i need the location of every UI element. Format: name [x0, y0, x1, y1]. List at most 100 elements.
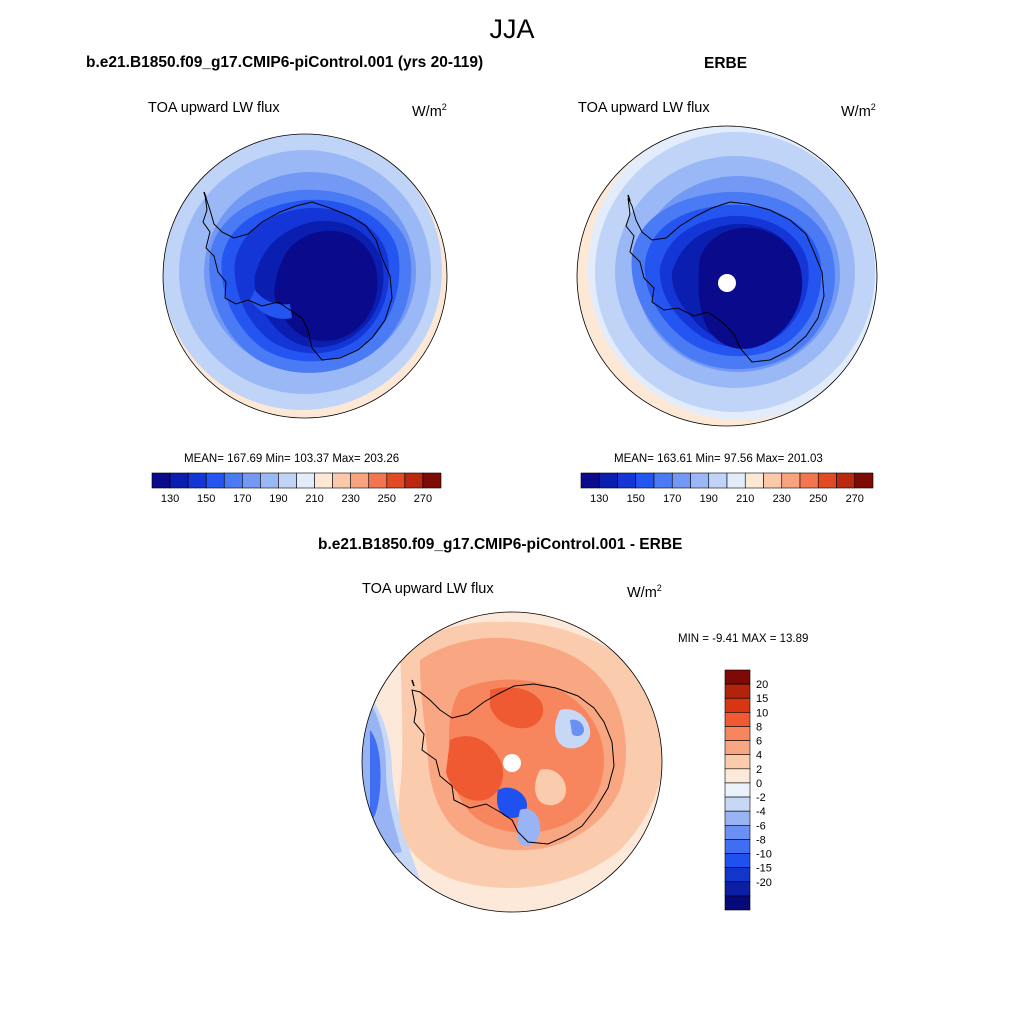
colorbar-swatch — [799, 472, 819, 489]
colorbar-swatch — [671, 472, 691, 489]
colorbar-tick-label: 20 — [756, 679, 768, 691]
colorbar-swatch — [332, 472, 351, 489]
colorbar-tick-label: 150 — [197, 493, 215, 505]
colorbar-swatch — [724, 683, 751, 699]
colorbar-swatch — [598, 472, 618, 489]
colorbar-swatch — [368, 472, 388, 489]
panel-1-map — [163, 134, 447, 418]
colorbar-swatch — [724, 867, 751, 883]
panel-2-stats: MEAN= 163.61 Min= 97.56 Max= 201.03 — [614, 453, 823, 465]
colorbar-swatch — [854, 472, 874, 489]
colorbar-swatch — [278, 472, 297, 489]
colorbar-tick-label: 8 — [756, 721, 762, 733]
colorbar-tick-label: 170 — [233, 493, 251, 505]
colorbar-tick-label: -2 — [756, 792, 766, 804]
colorbar-swatch — [169, 472, 189, 489]
panel-2-map — [577, 126, 877, 426]
panel-1-variable: TOA upward LW flux — [148, 100, 280, 116]
colorbar-tick-label: 170 — [663, 493, 681, 505]
colorbar-tick-label: 250 — [378, 493, 396, 505]
colorbar-swatch — [653, 472, 673, 489]
panel-2-colorbar: 130 150 170 190 210 230 250 270 — [580, 472, 874, 505]
panel-3-title: b.e21.B1850.f09_g17.CMIP6-piControl.001 … — [318, 536, 683, 553]
panel-1-stats: MEAN= 167.69 Min= 103.37 Max= 203.26 — [184, 453, 400, 465]
colorbar-swatch — [386, 472, 406, 489]
panel-3-map — [362, 612, 662, 912]
colorbar-tick-label: 130 — [161, 493, 179, 505]
colorbar-tick-label: 15 — [756, 693, 768, 705]
colorbar-tick-label: -6 — [756, 820, 766, 832]
colorbar-swatch — [726, 472, 746, 489]
panel-1-colorbar: 130 150 170 190 210 230 250 270 — [151, 472, 442, 505]
colorbar-tick-label: -4 — [756, 806, 766, 818]
colorbar-swatch — [724, 768, 751, 784]
colorbar-swatch — [724, 754, 751, 770]
colorbar-tick-label: 230 — [773, 493, 791, 505]
panel-1-title: b.e21.B1850.f09_g17.CMIP6-piControl.001 … — [86, 54, 484, 71]
panel-2-variable: TOA upward LW flux — [578, 100, 710, 116]
colorbar-swatch — [205, 472, 225, 489]
colorbar-swatch — [404, 472, 424, 489]
colorbar-tick-label: 190 — [700, 493, 718, 505]
colorbar-swatch — [260, 472, 279, 489]
colorbar-swatch — [724, 712, 751, 727]
colorbar-swatch — [724, 839, 751, 854]
colorbar-swatch — [296, 472, 315, 489]
panel-3-map-border — [361, 611, 663, 913]
colorbar-swatch — [422, 472, 442, 489]
colorbar-tick-label: 150 — [627, 493, 645, 505]
colorbar-tick-label: 270 — [414, 493, 432, 505]
colorbar-tick-label: 230 — [342, 493, 360, 505]
panel-2-unit: W/m2 — [841, 102, 876, 120]
colorbar-swatch — [744, 472, 764, 489]
colorbar-swatch — [314, 472, 333, 489]
colorbar-swatch — [635, 472, 655, 489]
panel-2-title: ERBE — [704, 55, 748, 72]
colorbar-swatch — [724, 810, 751, 826]
figure-title: JJA — [489, 14, 535, 44]
colorbar-swatch — [724, 881, 751, 897]
colorbar-swatch — [817, 472, 837, 489]
colorbar-tick-label: 190 — [269, 493, 287, 505]
panel-3-variable: TOA upward LW flux — [362, 581, 494, 597]
colorbar-swatch — [836, 472, 856, 489]
colorbar-tick-label: 250 — [809, 493, 827, 505]
panel-1-map-border — [162, 133, 448, 419]
colorbar-swatch — [724, 740, 751, 756]
colorbar-swatch — [724, 782, 751, 798]
colorbar-tick-label: 2 — [756, 764, 762, 776]
panel-2-map-border — [576, 125, 878, 427]
colorbar-swatch — [242, 472, 261, 489]
colorbar-swatch — [690, 472, 710, 489]
colorbar-swatch — [350, 472, 370, 489]
colorbar-swatch — [724, 895, 751, 911]
colorbar-swatch — [708, 472, 728, 489]
colorbar-tick-label: 0 — [756, 778, 762, 790]
colorbar-swatch — [223, 472, 243, 489]
colorbar-tick-label: 210 — [736, 493, 754, 505]
colorbar-tick-label: -8 — [756, 834, 766, 846]
colorbar-swatch — [151, 472, 171, 489]
colorbar-swatch — [580, 472, 600, 489]
colorbar-tick-label: -20 — [756, 877, 772, 889]
colorbar-swatch — [763, 472, 783, 489]
colorbar-swatch — [724, 824, 751, 840]
colorbar-tick-label: 270 — [846, 493, 864, 505]
colorbar-swatch — [781, 472, 801, 489]
colorbar-swatch — [724, 853, 751, 868]
colorbar-tick-label: 130 — [590, 493, 608, 505]
colorbar-swatch — [724, 726, 751, 741]
colorbar-swatch — [724, 697, 751, 713]
colorbar-swatch — [724, 796, 751, 812]
colorbar-tick-label: -10 — [756, 849, 772, 861]
colorbar-tick-label: 10 — [756, 707, 768, 719]
colorbar-tick-label: 210 — [305, 493, 323, 505]
colorbar-tick-label: -15 — [756, 863, 772, 875]
panel-3-stats: MIN = -9.41 MAX = 13.89 — [678, 633, 809, 645]
colorbar-swatch — [724, 669, 751, 685]
panel-3-unit: W/m2 — [627, 583, 662, 601]
colorbar-tick-label: 4 — [756, 750, 762, 762]
colorbar-swatch — [187, 472, 207, 489]
